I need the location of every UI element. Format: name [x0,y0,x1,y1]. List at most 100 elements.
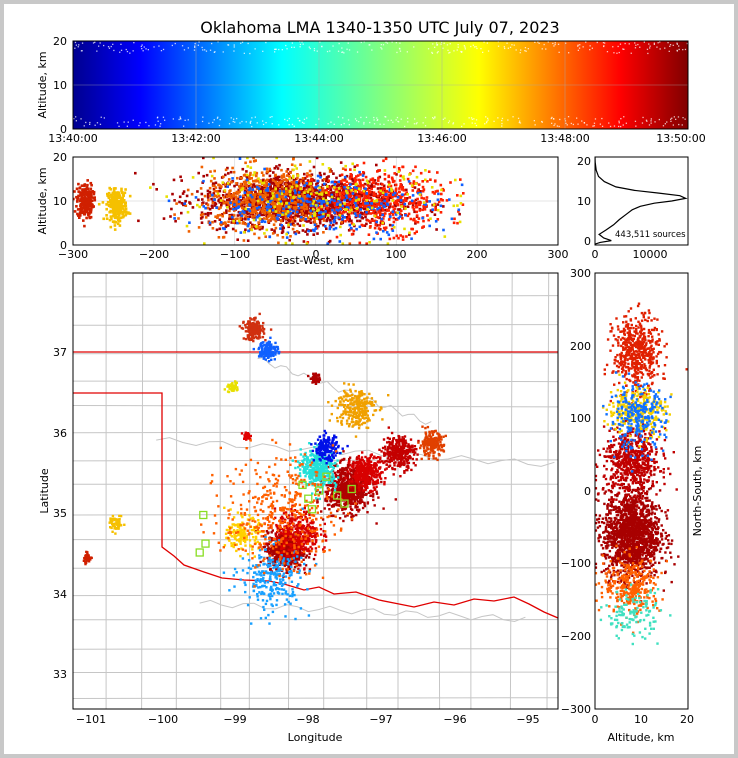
time-height-speck [180,118,182,120]
ew-point [399,182,403,186]
ew-point [329,168,332,171]
ew-point [126,212,130,215]
ew-point [402,178,406,181]
time-height-speck [649,45,651,47]
ew-point [436,203,440,206]
time-height-speck [591,47,593,49]
ew-point [305,210,309,214]
time-height-speck [141,44,143,46]
ew-point [232,200,236,203]
ew-point [332,201,335,204]
ew-point [241,167,245,171]
time-height-speck [368,44,370,46]
plan-view-point [293,562,296,565]
ew-point [394,188,398,192]
time-height-speck [524,50,526,52]
ew-point [403,197,407,200]
ew-point [213,177,216,180]
time-height-speck [162,116,165,118]
ew-point [252,173,255,177]
time-height-speck [157,116,159,118]
ew-point [97,202,101,206]
ew-point [323,195,326,198]
ew-point [121,215,125,219]
time-height-speck [348,49,351,51]
ew-point [381,189,384,192]
ew-point [149,186,152,189]
time-height-speck [678,48,680,51]
ew-point [254,214,257,218]
ew-point [322,190,325,193]
plan-view-point [304,564,308,567]
ew-point [391,180,395,184]
ew-point [398,215,402,218]
ew-point [84,199,87,202]
ew-point [373,209,376,212]
ew-point [233,209,236,212]
time-height-speck [241,41,244,43]
ew-point [208,221,212,225]
ew-point [436,218,440,221]
ew-point [224,185,228,188]
ew-point [281,219,284,222]
time-height-speck [653,43,655,45]
plan-view-point [305,554,309,557]
ew-point [369,225,372,228]
ew-point [295,210,299,214]
time-height-speck [360,41,362,44]
ew-point [301,197,304,201]
ew-point [227,205,231,208]
ew-point [347,202,351,205]
ew-point [286,210,290,213]
ew-point [374,182,378,185]
ew-point [385,189,388,193]
ew-point [212,187,216,191]
ew-point [290,195,293,199]
ew-point [297,203,300,206]
ew-point [348,215,351,218]
ew-point [415,210,418,214]
ew-point [418,193,422,196]
plan-view-point [301,551,304,555]
ew-point [348,210,351,214]
ew-point [111,207,115,211]
ew-point [417,217,421,220]
ew-point [295,193,298,196]
ew-point [270,197,274,200]
ew-point [227,172,230,175]
ew-point [299,163,302,166]
time-height-speck [635,125,637,127]
ew-point [431,190,435,194]
time-height-speck [342,51,344,53]
ew-point [252,183,255,187]
time-height-speck [286,48,288,50]
ew-point [276,178,279,181]
ew-point [305,197,309,201]
ew-point [433,213,437,216]
ew-point [115,213,119,216]
time-height-speck [218,124,221,127]
ew-point [414,202,418,205]
ew-point [391,229,395,232]
ew-point [392,236,396,240]
time-height-speck [75,120,77,122]
plan-view-point [280,562,284,565]
ew-point [232,192,236,195]
ew-point [82,202,85,205]
ew-point [207,198,210,202]
ew-point [236,214,240,217]
ew-point [337,197,340,201]
time-height-speck [92,42,95,44]
ew-point [286,168,290,171]
ew-point [204,216,208,219]
time-height-speck [356,51,359,53]
ew-point [241,187,244,190]
ew-point [354,183,358,186]
time-height-speck [233,46,235,48]
ew-point [85,216,88,220]
ew-point [441,199,444,202]
time-height-speck [677,116,680,118]
ew-point [321,163,325,166]
ew-point [351,162,354,166]
time-height-speck [275,48,277,50]
